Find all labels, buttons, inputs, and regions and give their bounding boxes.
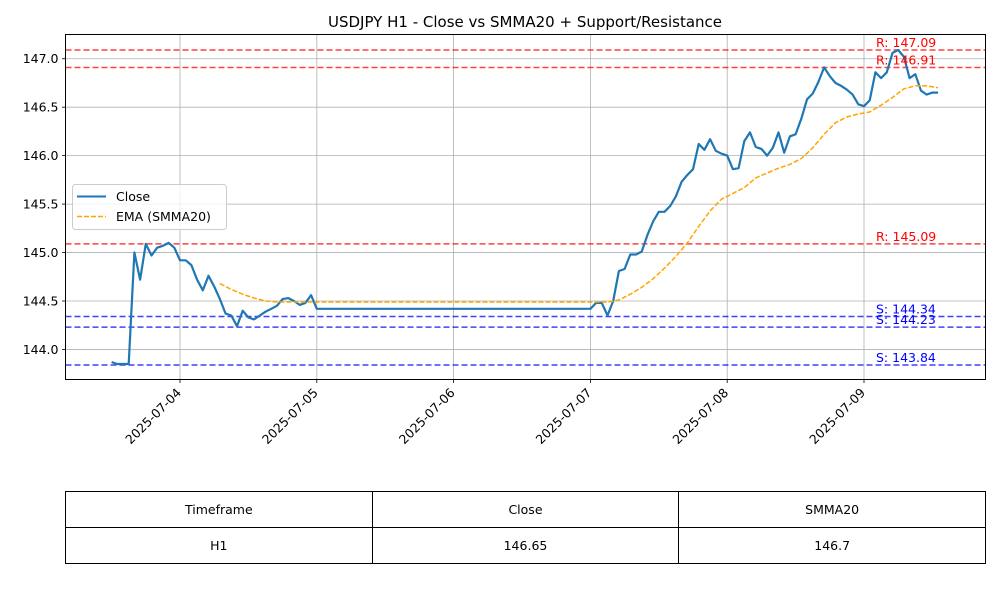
y-tick-label: 144.5: [23, 294, 59, 309]
header-smma20: SMMA20: [678, 491, 986, 528]
legend-box: [72, 184, 227, 230]
resistance-label: R: 147.09: [876, 35, 936, 50]
cell-timeframe: H1: [65, 527, 373, 564]
series-line-close: [111, 48, 939, 366]
level-labels: R: 147.09R: 146.91R: 145.09S: 144.34S: 1…: [876, 35, 936, 365]
legend-label-smma: EMA (SMMA20): [116, 209, 211, 224]
series-lines: [111, 48, 939, 366]
legend-label-close: Close: [116, 189, 150, 204]
support-label: S: 143.84: [876, 350, 936, 365]
cell-smma20: 146.7: [678, 527, 986, 564]
cell-close: 146.65: [371, 527, 680, 564]
support-label: S: 144.23: [876, 312, 936, 327]
y-axis: 144.0 144.5 145.0 145.5 146.0 146.5 147.0: [23, 51, 66, 357]
chart-title: USDJPY H1 - Close vs SMMA20 + Support/Re…: [328, 13, 722, 31]
y-tick-label: 145.5: [23, 197, 59, 212]
summary-table: Timeframe Close SMMA20 H1 146.65 146.7: [65, 491, 986, 564]
table-header-row: Timeframe Close SMMA20: [65, 491, 986, 528]
grid-lines: [65, 34, 986, 380]
resistance-label: R: 145.09: [876, 229, 936, 244]
y-tick-label: 146.5: [23, 100, 59, 115]
header-close: Close: [371, 491, 680, 528]
legend: Close EMA (SMMA20): [72, 184, 227, 230]
y-tick-label: 145.0: [23, 245, 59, 260]
plot-frame: [65, 34, 986, 380]
header-timeframe: Timeframe: [65, 491, 373, 528]
y-tick-label: 144.0: [23, 342, 59, 357]
series-line-smma20: [219, 85, 939, 303]
table-row: H1 146.65 146.7: [65, 527, 986, 564]
support-resistance-lines: [65, 49, 986, 366]
support-label: S: 144.34: [876, 302, 936, 317]
chart-canvas: USDJPY H1 - Close vs SMMA20 + Support/Re…: [22, 13, 986, 447]
resistance-label: R: 146.91: [876, 52, 936, 67]
y-tick-label: 146.0: [23, 148, 59, 163]
y-tick-label: 147.0: [23, 51, 59, 66]
